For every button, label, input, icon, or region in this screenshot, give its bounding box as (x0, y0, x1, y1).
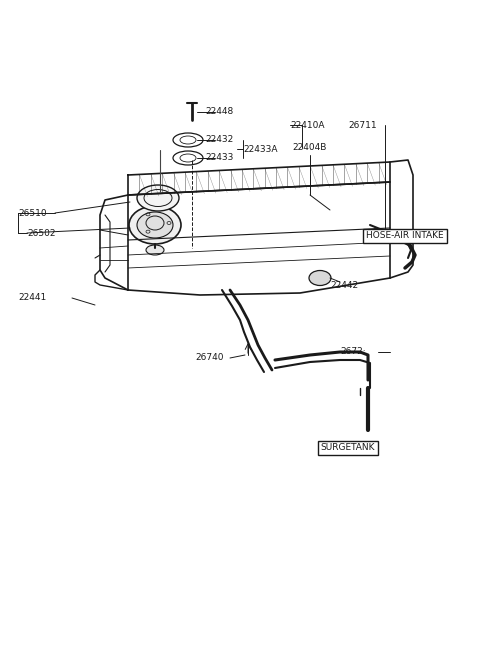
Ellipse shape (137, 212, 173, 238)
Text: 26711: 26711 (348, 120, 377, 129)
Text: SURGETANK: SURGETANK (321, 443, 375, 453)
Text: 22404B: 22404B (292, 143, 326, 152)
Text: HOSE-AIR INTAKE: HOSE-AIR INTAKE (366, 231, 444, 240)
Ellipse shape (146, 245, 164, 255)
Ellipse shape (137, 185, 179, 211)
Text: 22433A: 22433A (243, 145, 277, 154)
Text: 22432: 22432 (205, 135, 233, 145)
Ellipse shape (129, 206, 181, 244)
Ellipse shape (309, 271, 331, 286)
Text: 2672·: 2672· (340, 348, 366, 357)
Text: 22448: 22448 (205, 108, 233, 116)
Text: 26502: 26502 (27, 229, 56, 237)
Text: 22433: 22433 (205, 154, 233, 162)
Text: 22442: 22442 (330, 281, 358, 290)
Text: 22410A: 22410A (290, 120, 324, 129)
Text: 26510: 26510 (18, 208, 47, 217)
Text: 22441: 22441 (18, 294, 46, 302)
Text: 26740: 26740 (195, 353, 224, 363)
